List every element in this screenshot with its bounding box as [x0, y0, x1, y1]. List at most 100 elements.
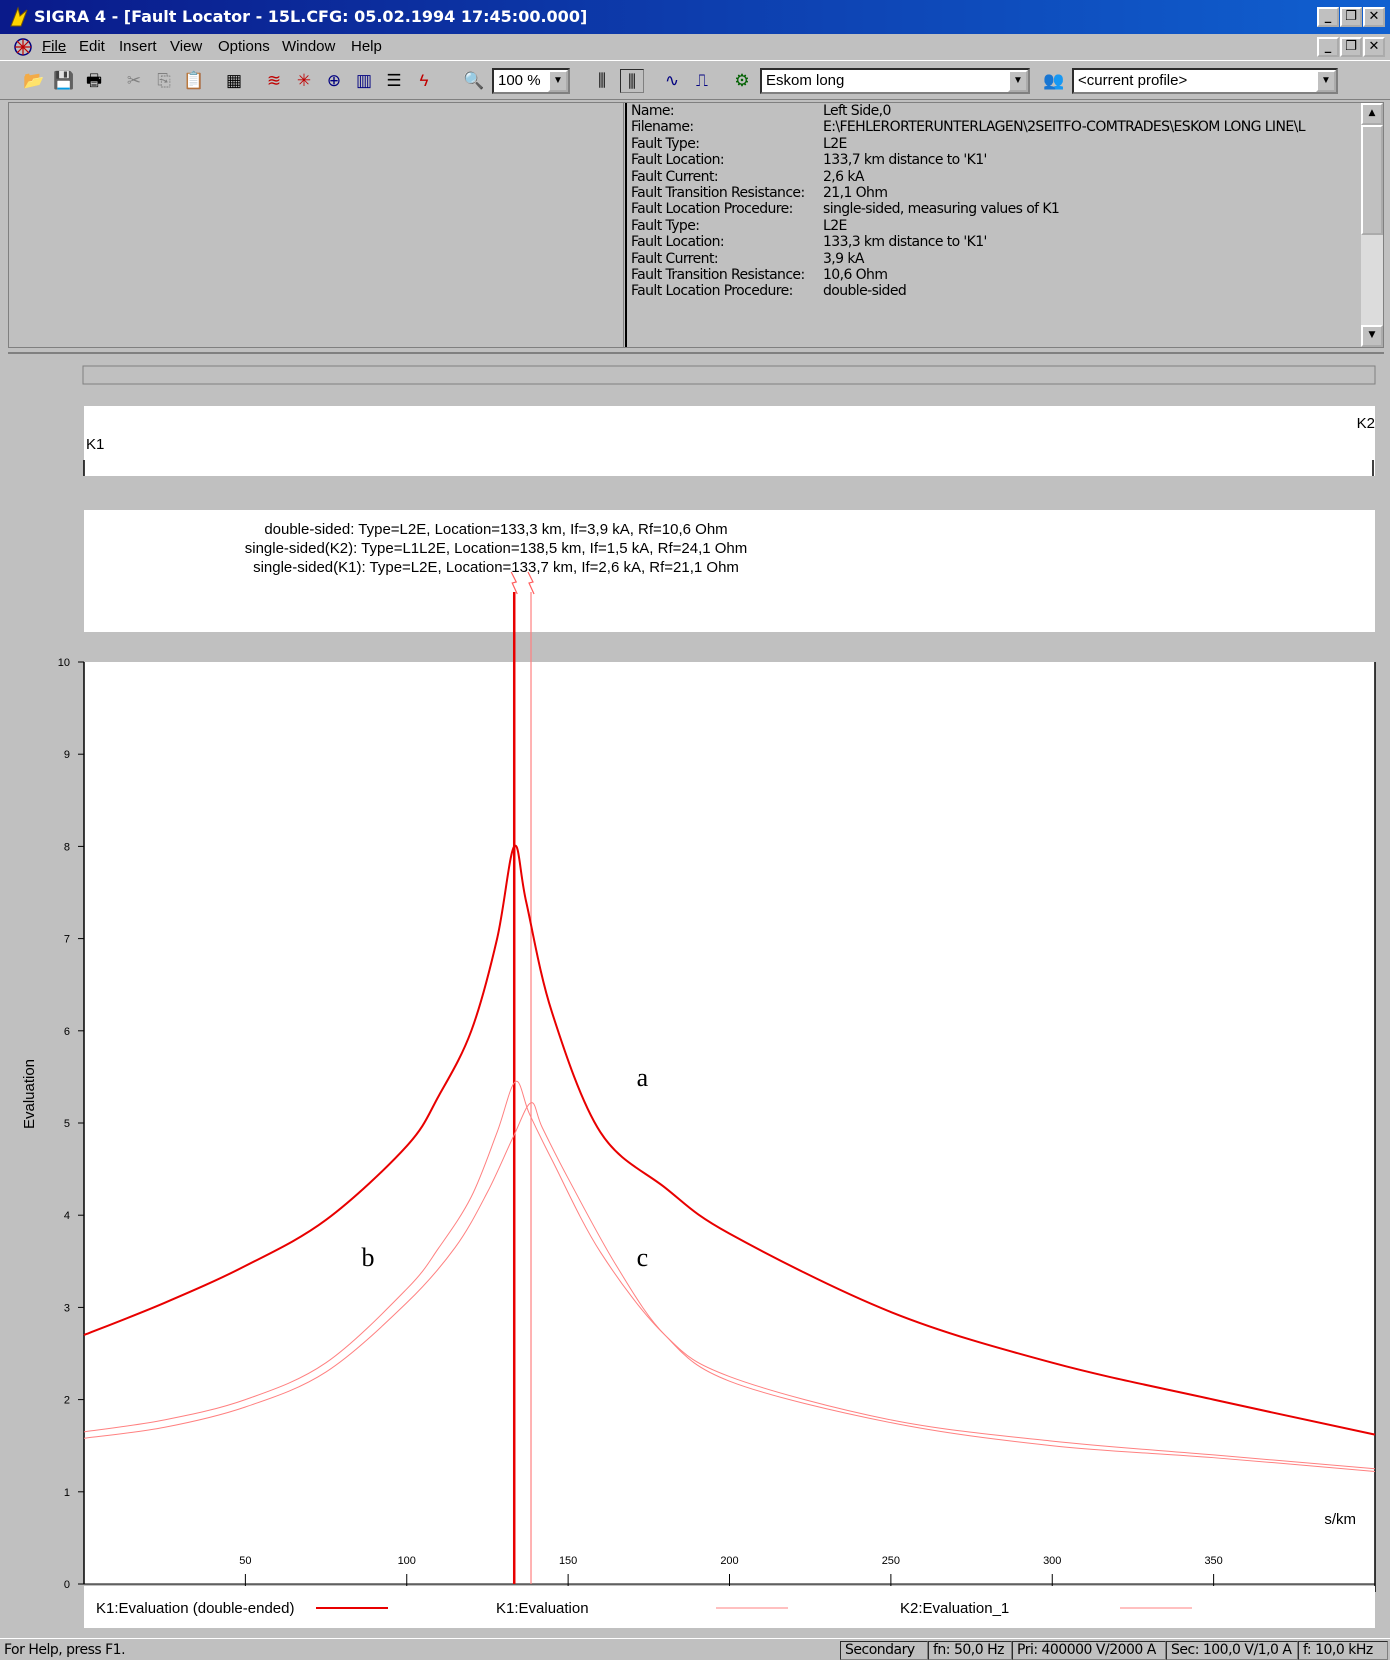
x-tick-label: 100: [398, 1555, 416, 1567]
scroll-thumb[interactable]: [1361, 125, 1383, 235]
menu-insert[interactable]: Insert: [119, 38, 157, 55]
info-label: Fault Location:: [631, 152, 725, 169]
vertical-scrollbar[interactable]: ▲ ▼: [1361, 103, 1383, 347]
help-text: For Help, press F1.: [4, 1642, 126, 1658]
y-tick-label: 3: [64, 1302, 70, 1314]
curve-annotation: a: [637, 1063, 649, 1092]
title-bar: SIGRA 4 - [Fault Locator - 15L.CFG: 05.0…: [0, 0, 1390, 34]
line-select[interactable]: Eskom long ▼: [760, 68, 1030, 94]
x-tick-label: 350: [1204, 1555, 1222, 1567]
info-value: 2,6 kA: [823, 168, 864, 185]
info-label: Filename:: [631, 119, 694, 136]
menu-edit[interactable]: Edit: [79, 38, 105, 55]
copy-icon[interactable]: ⎘: [157, 71, 171, 90]
info-label: Fault Location Procedure:: [631, 201, 793, 218]
profile-select-value: <current profile>: [1078, 72, 1188, 89]
open-folder-icon[interactable]: 📂: [23, 71, 45, 90]
profile-icon[interactable]: 👥: [1043, 71, 1065, 90]
menu-view[interactable]: View: [170, 38, 203, 55]
lightning-icon: [527, 571, 535, 595]
y-tick-label: 4: [64, 1210, 70, 1222]
info-label: Fault Transition Resistance:: [631, 185, 805, 201]
phasor-icon[interactable]: ✳: [296, 71, 312, 90]
save-icon[interactable]: 💾: [53, 71, 75, 90]
k2-label: K2: [1357, 415, 1375, 432]
info-label: Fault Current:: [631, 250, 719, 267]
results-box: [84, 510, 1375, 632]
close-button[interactable]: ✕: [1363, 7, 1385, 27]
menu-window[interactable]: Window: [282, 38, 336, 55]
fault-locator-doc-icon[interactable]: [12, 37, 34, 57]
y-axis-label: Evaluation: [21, 1059, 38, 1129]
zoom-icon[interactable]: 🔍: [463, 71, 485, 90]
line-select-value: Eskom long: [766, 72, 845, 89]
menu-help[interactable]: Help: [351, 38, 382, 55]
time-signal-icon[interactable]: ≋: [266, 71, 282, 90]
info-value: E:\FEHLERORTERUNTERLAGEN\2SEITFO-COMTRAD…: [823, 119, 1306, 136]
doc-restore-button[interactable]: ❐: [1340, 37, 1362, 57]
menu-options[interactable]: Options: [218, 38, 270, 55]
cut-icon[interactable]: ✂: [126, 71, 142, 90]
position-bar[interactable]: [82, 365, 1376, 385]
zoom-value: 100 %: [498, 72, 541, 89]
curve-k2-evaluation-1[interactable]: [83, 1102, 1376, 1473]
profile-select[interactable]: <current profile> ▼: [1072, 68, 1338, 94]
cursor-1-icon[interactable]: ⫼: [598, 71, 606, 90]
window-title: SIGRA 4 - [Fault Locator - 15L.CFG: 05.0…: [34, 7, 588, 26]
doc-minimize-button[interactable]: _: [1317, 37, 1339, 57]
secondary-indicator: Sec: 100,0 V/1,0 A: [1166, 1641, 1298, 1660]
info-label: Name:: [631, 103, 675, 119]
info-splitter[interactable]: [623, 103, 627, 347]
y-tick-label: 7: [64, 934, 70, 946]
chevron-down-icon[interactable]: ▼: [548, 70, 568, 92]
x-tick-label: 150: [559, 1555, 577, 1567]
curve-annotation: c: [637, 1243, 649, 1272]
sine-icon[interactable]: ∿: [664, 71, 680, 90]
line-diagram: [84, 406, 1375, 476]
paste-icon[interactable]: 📋: [183, 71, 205, 90]
x-tick-label: 250: [882, 1555, 900, 1567]
y-tick-label: 10: [58, 657, 70, 669]
list-view-icon[interactable]: ☰: [386, 71, 402, 90]
harmonics-icon[interactable]: ▥: [355, 71, 373, 90]
info-value: 3,9 kA: [823, 250, 864, 267]
menu-file[interactable]: File: [42, 38, 67, 55]
scroll-down-icon[interactable]: ▼: [1361, 325, 1383, 347]
chevron-down-icon[interactable]: ▼: [1316, 70, 1336, 92]
fault-locator-chart[interactable]: K1 K2 double-sided: Type=L2E, Location=1…: [8, 354, 1384, 1640]
sigra-app-icon[interactable]: [8, 6, 30, 28]
info-label: Fault Current:: [631, 168, 719, 185]
step-icon[interactable]: ⎍: [696, 71, 708, 90]
table-view-icon[interactable]: ▦: [225, 71, 243, 90]
doc-close-button[interactable]: ✕: [1363, 37, 1385, 57]
y-tick-label: 6: [64, 1026, 70, 1038]
fault-markers: [510, 571, 535, 1584]
frequency-indicator: fn: 50,0 Hz: [928, 1641, 1012, 1660]
print-icon[interactable]: 🖶: [85, 71, 103, 90]
info-value: 21,1 Ohm: [823, 185, 888, 201]
y-tick-label: 9: [64, 749, 70, 761]
zoom-select[interactable]: 100 % ▼: [492, 68, 570, 94]
info-value: single-sided, measuring values of K1: [823, 201, 1060, 218]
cursor-2-icon[interactable]: ⫼: [620, 69, 644, 93]
x-tick-label: 200: [720, 1555, 738, 1567]
menu-bar: File Edit Insert View Options Window Hel…: [0, 34, 1390, 60]
info-value: 133,3 km distance to 'K1': [823, 234, 987, 251]
legend-label: K1:Evaluation (double-ended): [96, 1600, 294, 1617]
circle-diagram-icon[interactable]: ⊕: [326, 71, 342, 90]
minimize-button[interactable]: _: [1317, 7, 1339, 27]
line-settings-icon[interactable]: ⚙: [734, 71, 750, 90]
curve-k1-evaluation[interactable]: [83, 1080, 1376, 1470]
curves: [83, 844, 1376, 1473]
info-value: 133,7 km distance to 'K1': [823, 152, 987, 169]
scroll-up-icon[interactable]: ▲: [1361, 103, 1383, 125]
plot-area: [84, 662, 1375, 1584]
curve-k1-evaluation-double-ended-[interactable]: [83, 844, 1376, 1436]
restore-button[interactable]: ❐: [1340, 7, 1362, 27]
legend: [84, 1586, 1375, 1628]
chevron-down-icon[interactable]: ▼: [1008, 70, 1028, 92]
result-line: single-sided(K1): Type=L2E, Location=133…: [253, 559, 739, 576]
info-value: 10,6 Ohm: [823, 267, 888, 283]
fault-locator-icon[interactable]: ϟ: [419, 71, 429, 90]
curve-annotation: b: [362, 1243, 375, 1272]
